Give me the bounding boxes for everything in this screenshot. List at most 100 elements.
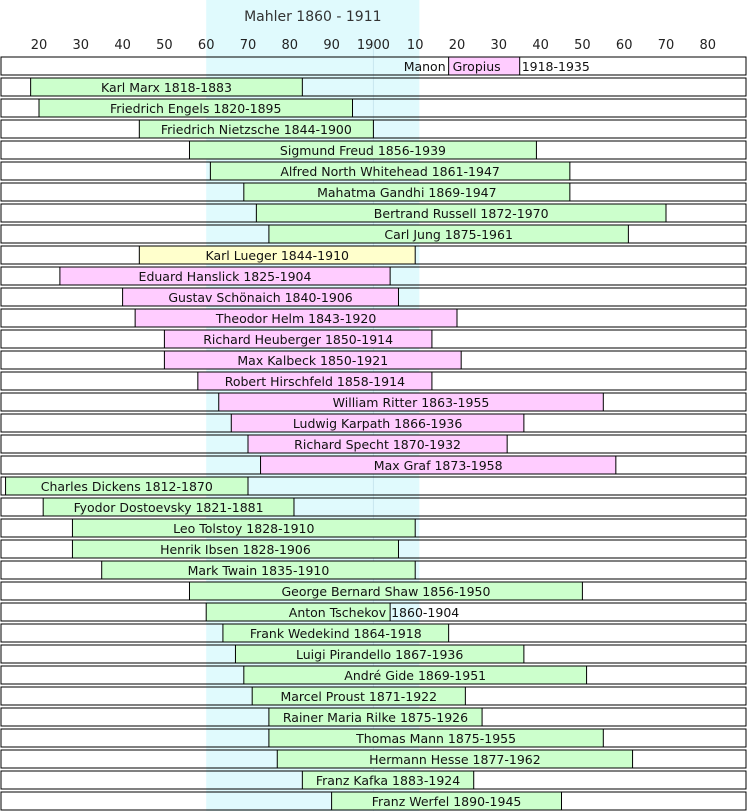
lifespan-bar [138,119,374,139]
timeline-row: Mahatma Gandhi 1869-1947 [0,182,747,202]
lifespan-bar [59,266,391,286]
row-label: André Gide 1869-1951 [344,668,486,683]
timeline-row: Frank Wedekind 1864-1918 [0,623,747,643]
lifespan-bar [268,707,483,727]
row-label: Franz Werfel 1890-1945 [372,794,522,809]
row-label: Carl Jung 1875-1961 [384,227,513,242]
tick-label: 70 [240,38,257,53]
lifespan-bar [134,308,458,328]
row-label: Max Graf 1873-1958 [374,458,503,473]
lifespan-bar [230,413,525,433]
timeline-row: Ludwig Karpath 1866-1936 [0,413,747,433]
row-label: George Bernard Shaw 1856-1950 [281,584,490,599]
row-label: Bertrand Russell 1872-1970 [374,206,549,221]
row-label: Richard Heuberger 1850-1914 [203,332,393,347]
row-label: Karl Lueger 1844-1910 [206,248,349,263]
lifespan-bar [255,203,667,223]
tick-label: 80 [282,38,299,53]
tick-label: 40 [532,38,549,53]
tick-label: 40 [114,38,131,53]
lifespan-bar [163,329,433,349]
lifespan-bar [243,665,588,685]
row-label: Friedrich Nietzsche 1844-1900 [161,122,352,137]
timeline-row: Karl Lueger 1844-1910 [0,245,747,265]
lifespan-bar [243,182,571,202]
row-label: Henrik Ibsen 1828-1906 [160,542,311,557]
row-frame [0,98,747,118]
lifespan-bar [5,476,249,496]
tick-label: 20 [449,38,466,53]
lifespan-bar [188,140,537,160]
lifespan-bar [218,392,604,412]
row-label: Karl Marx 1818-1883 [101,80,232,95]
timeline-row: Marcel Proust 1871-1922 [0,686,747,706]
timeline-row: Thomas Mann 1875-1955 [0,728,747,748]
lifespan-bar [101,560,416,580]
lifespan-bar [247,434,508,454]
lifespan-bar [209,161,571,181]
timeline-row: Robert Hirschfeld 1858-1914 [0,371,747,391]
row-label: Charles Dickens 1812-1870 [41,479,213,494]
timeline-row: Hermann Hesse 1877-1962 [0,749,747,769]
row-label: Friedrich Engels 1820-1895 [110,101,281,116]
tick-label: 60 [198,38,215,53]
timeline-rows: Manon Gropius 1918-1935 Karl Marx 1818-1883… [0,56,747,811]
row-label: Eduard Hanslick 1825-1904 [139,269,312,284]
timeline-row: Richard Heuberger 1850-1914 [0,329,747,349]
timeline-row: Bertrand Russell 1872-1970 [0,203,747,223]
timeline-row: Leo Tolstoy 1828-1910 [0,518,747,538]
timeline-row: Max Kalbeck 1850-1921 [0,350,747,370]
row-label: Luigi Pirandello 1867-1936 [296,647,463,662]
timeline-row: André Gide 1869-1951 [0,665,747,685]
lifespan-bar [448,56,521,76]
lifespan-bar [205,602,391,622]
timeline-row: William Ritter 1863-1955 [0,392,747,412]
row-label: Mahatma Gandhi 1869-1947 [317,185,496,200]
lifespan-bar [163,350,462,370]
row-frame [0,77,747,97]
timeline-row: Richard Specht 1870-1932 [0,434,747,454]
lifespan-bar [222,623,450,643]
tick-label: 80 [700,38,717,53]
tick-label: 20 [31,38,48,53]
row-label: William Ritter 1863-1955 [333,395,490,410]
timeline-row: Sigmund Freud 1856-1939 [0,140,747,160]
row-label: Hermann Hesse 1877-1962 [369,752,541,767]
lifespan-bar [251,686,466,706]
lifespan-bar [268,224,629,244]
timeline-row: Charles Dickens 1812-1870 [0,476,747,496]
tick-label: 30 [491,38,508,53]
lifespan-bar [234,644,525,664]
row-label: Franz Kafka 1883-1924 [316,773,460,788]
timeline-row: Henrik Ibsen 1828-1906 [0,539,747,559]
timeline-row: Luigi Pirandello 1867-1936 [0,644,747,664]
row-label: Mark Twain 1835-1910 [188,563,330,578]
tick-label: 30 [73,38,90,53]
lifespan-bar [268,728,604,748]
row-label: Leo Tolstoy 1828-1910 [173,521,314,536]
timeline-row: George Bernard Shaw 1856-1950 [0,581,747,601]
tick-label: 60 [616,38,633,53]
axis-ticks: 20 30 40 50 60 70 80 90 1900 10 20 30 40 50 60 70 80 [31,38,716,811]
tick-label: 50 [574,38,591,53]
row-frame [0,497,747,517]
timeline-row: Friedrich Nietzsche 1844-1900 [0,119,747,139]
row-label: Rainer Maria Rilke 1875-1926 [283,710,468,725]
timeline-row: Rainer Maria Rilke 1875-1926 [0,707,747,727]
lifespan-bar [122,287,399,307]
lifespan-bar [188,581,583,601]
row-frame [0,476,747,496]
row-label: Sigmund Freud 1856-1939 [280,143,446,158]
timeline-row: Franz Kafka 1883-1924 [0,770,747,790]
tick-label: 50 [156,38,173,53]
row-label: Manon [404,59,446,74]
row-label: Richard Specht 1870-1932 [294,437,461,452]
timeline-row: Mark Twain 1835-1910 [0,560,747,580]
timeline-row: Manon Gropius 1918-1935 [0,56,747,76]
lifespan-bar [71,539,399,559]
lifespan-bar [331,791,562,811]
row-label: Fyodor Dostoevsky 1821-1881 [74,500,264,515]
timeline-row: Alfred North Whitehead 1861-1947 [0,161,747,181]
timeline-row: Gustav Schönaich 1840-1906 [0,287,747,307]
